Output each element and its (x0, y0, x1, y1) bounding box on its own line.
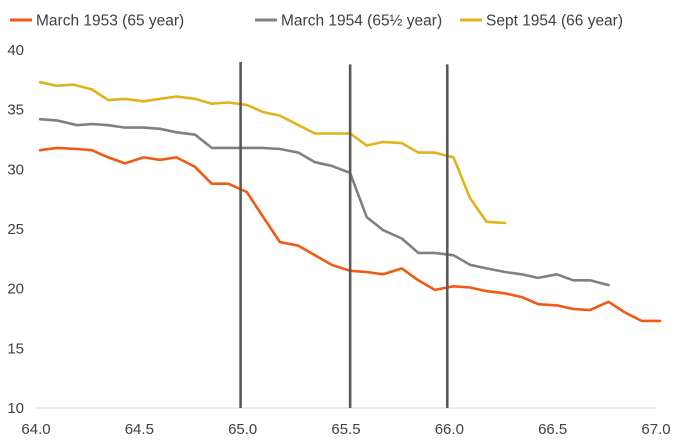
legend-label-3: Sept 1954 (66 year) (486, 13, 623, 30)
y-tick-label: 40 (7, 42, 24, 59)
vertical-markers (239, 61, 449, 408)
legend: March 1953 (65 year) March 1954 (65½ year… (10, 13, 623, 30)
axes: 10 15 20 25 30 35 40 64.0 64.5 65.0 65.5 66.0 66.5 67… (7, 42, 670, 438)
series-line-3 (38, 80, 507, 225)
y-tick-label: 35 (7, 102, 24, 119)
x-tick-label: 65.5 (331, 421, 360, 438)
y-tick-label: 15 (7, 340, 24, 357)
legend-label-2: March 1954 (65½ year) (281, 13, 442, 30)
x-tick-label: 66.5 (538, 421, 567, 438)
y-tick-label: 10 (7, 400, 24, 417)
x-tick-label: 67.0 (641, 421, 670, 438)
y-tick-label: 30 (7, 161, 24, 178)
y-tick-label: 20 (7, 281, 24, 298)
x-tick-label: 66.0 (435, 421, 464, 438)
x-tick-label: 64.5 (125, 421, 154, 438)
y-tick-label: 25 (7, 221, 24, 238)
x-tick-label: 64.0 (21, 421, 50, 438)
legend-label-1: March 1953 (65 year) (36, 13, 184, 30)
series-line-2 (38, 117, 610, 287)
x-tick-label: 65.0 (228, 421, 257, 438)
